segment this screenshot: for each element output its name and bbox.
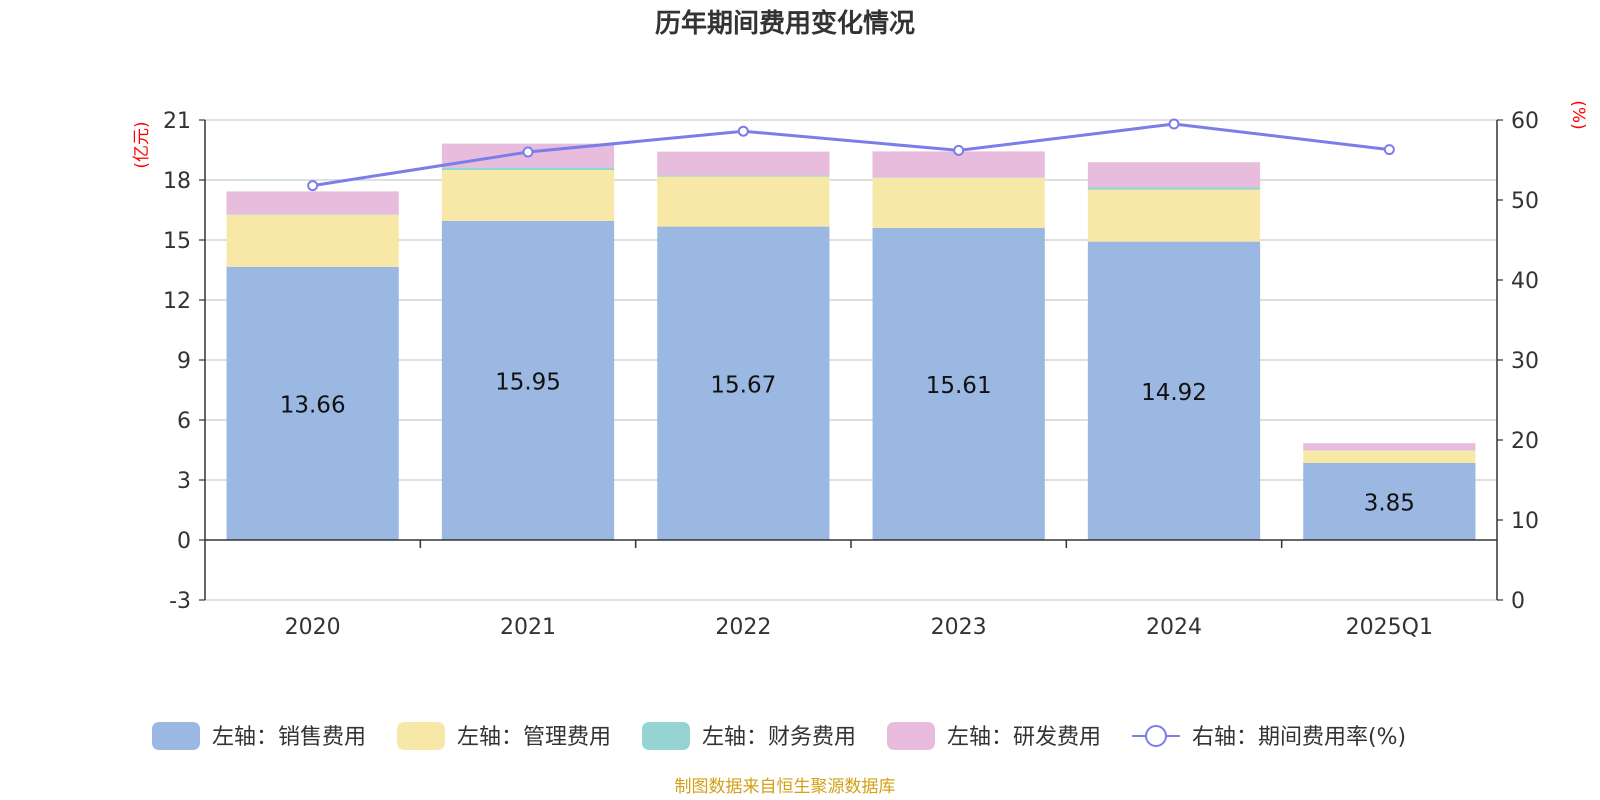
bar-value-label: 3.85 [1364, 491, 1415, 517]
bar-segment [1087, 241, 1261, 540]
bar-value-label: 14.92 [1141, 380, 1207, 406]
bar-series [226, 143, 1476, 541]
bar-segment [657, 176, 830, 227]
category-label: 2023 [931, 615, 987, 640]
grid-lines [205, 119, 1497, 601]
legend-label: 左轴：研发费用 [947, 725, 1101, 750]
line-point [737, 125, 749, 137]
category-label: 2021 [500, 615, 556, 640]
legend-swatch [152, 722, 200, 750]
legend-swatch [642, 722, 690, 750]
category-label: 2024 [1146, 615, 1202, 640]
bar-segment [1303, 463, 1476, 540]
line-point [1383, 144, 1395, 156]
right-tick-label: 60 [1511, 109, 1539, 134]
right-tick-label: 30 [1511, 349, 1539, 374]
bar-value-label: 13.66 [280, 392, 346, 418]
axes: -3 0 3 6 9 12 15 18 21 0 10 20 30 40 50 60 2020 2021 2022 2… [163, 109, 1539, 640]
bar-segment [1087, 162, 1261, 188]
bar-value-label: 15.61 [926, 373, 992, 399]
legend-marker [1145, 725, 1167, 747]
category-label: 2020 [285, 615, 341, 640]
legend-swatch [397, 722, 445, 750]
bar-segment [441, 221, 615, 540]
data-labels: 13.66 15.95 15.67 15.61 14.92 3.85 [280, 370, 1415, 517]
left-tick-label: 21 [163, 109, 191, 134]
line-series [307, 118, 1395, 192]
right-tick-label: 40 [1511, 269, 1539, 294]
left-tick-label: 15 [163, 229, 191, 254]
line-point [522, 146, 534, 158]
legend-swatch [887, 722, 935, 750]
bar-value-label: 15.67 [710, 372, 776, 398]
right-axis-unit: (%) [1568, 100, 1588, 129]
right-tick-label: 10 [1511, 509, 1539, 534]
bar-segment [872, 177, 1045, 228]
left-tick-label: 0 [177, 529, 191, 554]
left-tick-label: 12 [163, 289, 191, 314]
bar-segment [1303, 443, 1476, 451]
bar-segment [441, 167, 615, 170]
bar-segment [657, 226, 830, 540]
left-tick-label: 9 [177, 349, 191, 374]
legend: 左轴：销售费用 左轴：管理费用 左轴：财务费用 左轴：研发费用 右轴：期间费用率(%) [152, 722, 1406, 750]
right-tick-label: 50 [1511, 189, 1539, 214]
right-tick-label: 0 [1511, 589, 1525, 614]
bar-segment [872, 227, 1045, 541]
line-path [312, 122, 1390, 188]
left-tick-label: 6 [177, 409, 191, 434]
line-point [307, 180, 319, 192]
source-note: 制图数据来自恒生聚源数据库 [675, 777, 896, 797]
bar-segment [226, 266, 399, 540]
bar-segment [226, 214, 399, 267]
line-point [1168, 118, 1180, 130]
bar-segment [1087, 187, 1261, 190]
left-tick-label: -3 [169, 589, 191, 614]
bar-value-label: 15.95 [495, 370, 561, 396]
legend-label: 左轴：管理费用 [457, 725, 611, 750]
legend-label: 左轴：财务费用 [702, 725, 856, 750]
bar-segment [226, 191, 399, 215]
bar-segment [657, 175, 830, 177]
bar-segment [1087, 189, 1261, 242]
legend-label: 右轴：期间费用率(%) [1192, 725, 1406, 750]
left-axis-unit: (亿元) [132, 121, 152, 168]
bar-segment [1303, 450, 1476, 463]
bar-segment [441, 170, 615, 221]
right-tick-label: 20 [1511, 429, 1539, 454]
legend-label: 左轴：销售费用 [212, 725, 366, 750]
chart-title: 历年期间费用变化情况 [655, 8, 915, 39]
category-label: 2022 [715, 615, 771, 640]
bar-segment [657, 151, 830, 176]
line-point [953, 144, 965, 156]
category-label: 2025Q1 [1346, 615, 1433, 640]
left-tick-label: 18 [163, 169, 191, 194]
left-tick-label: 3 [177, 469, 191, 494]
